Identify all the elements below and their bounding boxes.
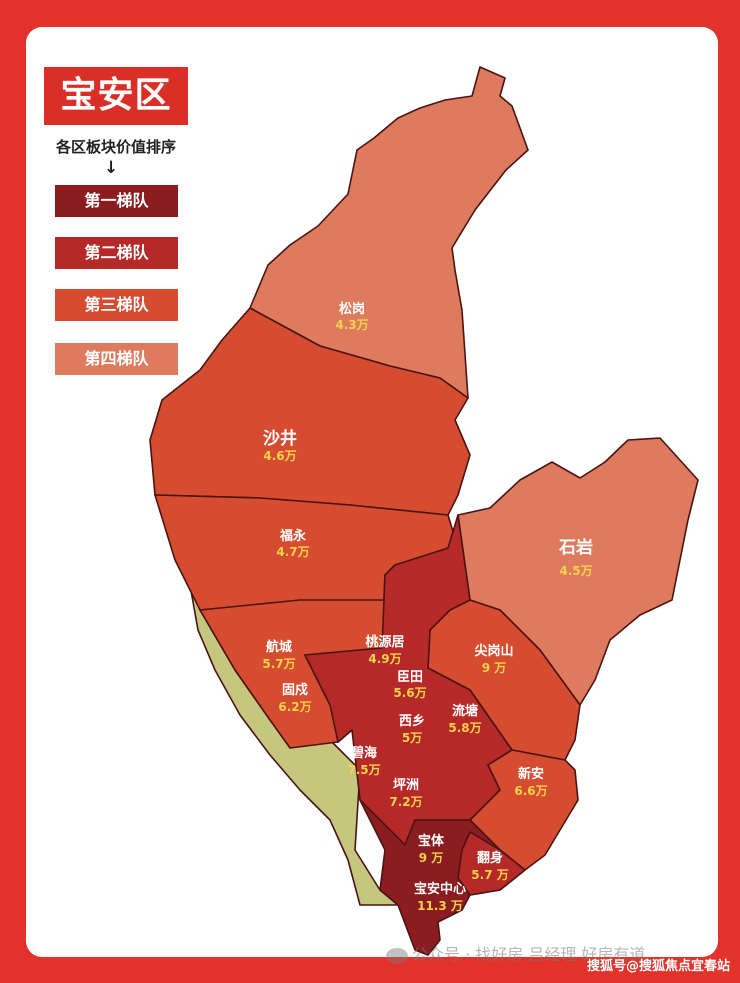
label-baoti: 宝体	[418, 833, 445, 849]
price-hangcheng: 5.7万	[262, 657, 295, 671]
price-jiangangshan: 9 万	[482, 661, 507, 675]
label-songgang: 松岗	[339, 301, 365, 317]
down-arrow-icon: ↓	[104, 158, 119, 178]
label-xinan: 新安	[518, 766, 544, 782]
legend-tier-1: 第一梯队	[55, 185, 178, 217]
label-shiyan: 石岩	[558, 537, 593, 558]
district-fanshen	[457, 831, 526, 896]
price-xinan: 6.6万	[514, 784, 547, 798]
label-liutang: 流塘	[452, 703, 478, 719]
label-pingzhou: 坪洲	[393, 778, 419, 793]
legend-tier-4: 第四梯队	[55, 343, 178, 375]
price-shiyan: 4.5万	[559, 564, 592, 578]
label-hangcheng: 航城	[266, 639, 292, 655]
price-songgang: 4.3万	[335, 318, 368, 332]
price-gushu: 6.2万	[278, 700, 311, 714]
district-baoan-center	[359, 799, 526, 956]
legend-tier-2: 第二梯队	[55, 237, 178, 269]
wechat-watermark: 公众号 · 找好房 吕经理 好房有道	[386, 941, 645, 965]
price-xixiang: 5万	[402, 731, 422, 745]
label-taoyuanju: 桃源居	[365, 634, 404, 650]
price-taoyuanju: 4.9万	[368, 652, 401, 666]
label-gushu: 固戍	[282, 682, 308, 698]
source-credit: 搜狐号@搜狐焦点宜春站	[586, 959, 730, 974]
price-baoan-center: 11.3 万	[417, 899, 463, 913]
label-fanshen: 翻身	[477, 850, 503, 866]
price-baoti: 9 万	[419, 851, 444, 865]
map-title: 宝安区	[44, 67, 188, 125]
wechat-icon	[386, 947, 408, 964]
label-jiangangshan: 尖岗山	[474, 643, 513, 659]
legend-subtitle: 各区板块价值排序	[55, 138, 176, 156]
price-chentian: 5.6万	[393, 686, 426, 700]
label-shajing: 沙井	[263, 428, 297, 449]
district-labels: 松岗 4.3万 沙井 4.6万 福永 4.7万 石岩 4.5万 航城 5.7万 …	[262, 301, 593, 913]
price-pingzhou: 7.2万	[389, 795, 422, 809]
label-chentian: 臣田	[397, 670, 423, 685]
price-liutang: 5.8万	[448, 721, 481, 735]
price-fuyong: 4.7万	[276, 545, 309, 559]
label-bihai: 碧海	[350, 745, 377, 761]
district-songgang	[249, 66, 529, 399]
price-fanshen: 5.7 万	[471, 868, 508, 882]
price-shajing: 4.6万	[263, 449, 296, 463]
label-fuyong: 福永	[279, 528, 307, 544]
label-xixiang: 西乡	[399, 713, 425, 729]
price-bihai: 7.5万	[347, 763, 380, 777]
legend-tier-3: 第三梯队	[55, 289, 178, 321]
district-xinan	[469, 749, 579, 871]
watermark-text: 公众号 · 找好房 吕经理 好房有道	[412, 945, 646, 964]
label-baoan-center: 宝安中心	[414, 881, 466, 897]
